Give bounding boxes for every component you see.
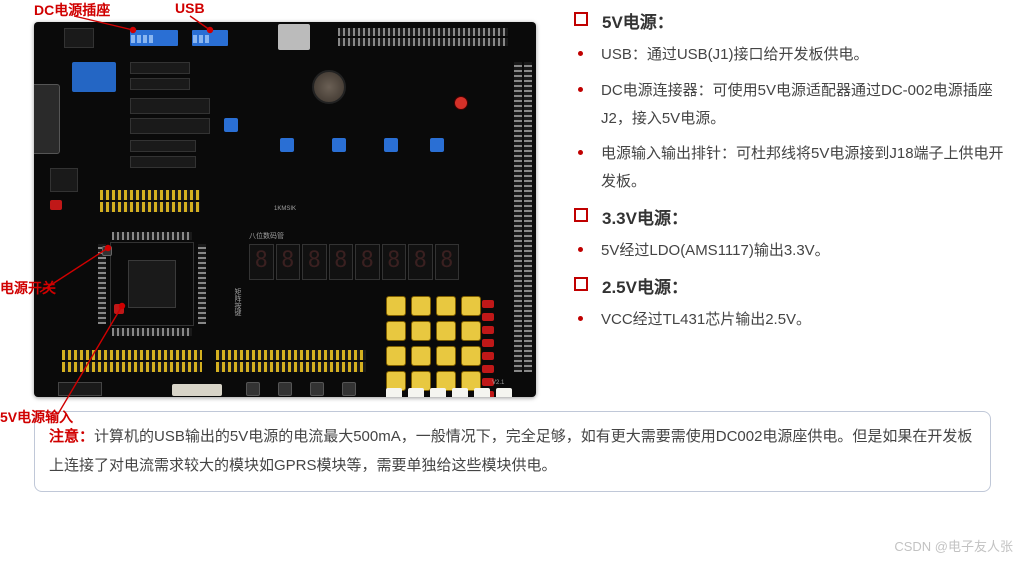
dot-icon [578, 87, 583, 92]
dot-icon [578, 150, 583, 155]
square-bullet-icon [574, 208, 588, 222]
board-diagram-panel: DC电源插座 USB [0, 0, 560, 397]
bullet-text: VCC经过TL431芯片输出2.5V。 [601, 306, 1007, 334]
label-usb: USB [175, 0, 205, 16]
square-bullet-icon [574, 277, 588, 291]
section-title: 5V电源： [602, 8, 674, 33]
bullet-item: VCC经过TL431芯片输出2.5V。 [578, 306, 1007, 334]
note-text: 计算机的USB输出的5V电源的电流最大500mA，一般情况下，完全足够，如有更大… [49, 428, 972, 474]
bullet-item: USB：通过USB(J1)接口给开发板供电。 [578, 41, 1007, 69]
dot-icon [578, 51, 583, 56]
section-title: 3.3V电源： [602, 204, 688, 229]
section-header: 2.5V电源： [574, 273, 1007, 298]
bullet-text: 电源输入输出排针：可杜邦线将5V电源接到J18端子上供电开发板。 [601, 140, 1007, 196]
bullet-text: USB：通过USB(J1)接口给开发板供电。 [601, 41, 1007, 69]
dot-icon [578, 316, 583, 321]
label-power-switch: 电源开关 [0, 278, 56, 298]
dev-board: 八位数码管 矩阵按键 [34, 22, 536, 397]
note-box: 注意：计算机的USB输出的5V电源的电流最大500mA，一般情况下，完全足够，如… [34, 411, 991, 492]
seven-segment-display [249, 244, 459, 280]
label-dc-jack: DC电源插座 [34, 0, 110, 20]
label-5v-input: 5V电源输入 [0, 407, 73, 427]
bullet-text: 5V经过LDO(AMS1117)输出3.3V。 [601, 237, 1007, 265]
section-header: 3.3V电源： [574, 204, 1007, 229]
bullet-item: 电源输入输出排针：可杜邦线将5V电源接到J18端子上供电开发板。 [578, 140, 1007, 196]
bullet-item: 5V经过LDO(AMS1117)输出3.3V。 [578, 237, 1007, 265]
bullet-text: DC电源连接器：可使用5V电源适配器通过DC-002电源插座J2，接入5V电源。 [601, 77, 1007, 133]
section-title: 2.5V电源： [602, 273, 688, 298]
note-tag: 注意： [49, 428, 94, 445]
bullet-item: DC电源连接器：可使用5V电源适配器通过DC-002电源插座J2，接入5V电源。 [578, 77, 1007, 133]
keypad-4x4 [386, 296, 481, 391]
square-bullet-icon [574, 12, 588, 26]
dot-icon [578, 247, 583, 252]
description-panel: 5V电源： USB：通过USB(J1)接口给开发板供电。 DC电源连接器：可使用5V… [560, 0, 1025, 397]
watermark: CSDN @电子友人张 [894, 536, 1013, 555]
section-header: 5V电源： [574, 8, 1007, 33]
